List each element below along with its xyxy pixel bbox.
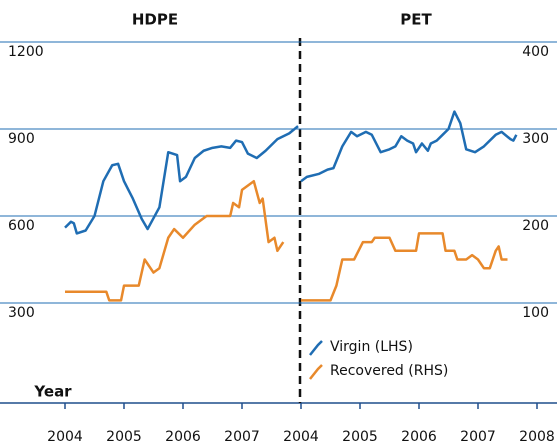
- y2-tick-label: 300: [522, 131, 549, 147]
- y-tick-label: 1200: [8, 44, 44, 60]
- panel-title: PET: [400, 11, 432, 29]
- x-tick-label: 2008: [519, 429, 555, 445]
- line-series: [65, 179, 285, 302]
- x-tick-label: 2007: [460, 429, 496, 445]
- x-tick-label: 2005: [342, 429, 378, 445]
- y2-tick-label: 200: [522, 218, 549, 234]
- x-axis-label: Year: [33, 383, 72, 401]
- line-series: [300, 110, 518, 183]
- x-tick-label: 2006: [401, 429, 437, 445]
- x-tick-label: 2005: [106, 429, 142, 445]
- y-tick-label: 300: [8, 305, 35, 321]
- panel-title: HDPE: [132, 11, 178, 29]
- y-tick-label: 900: [8, 131, 35, 147]
- line-series: [301, 232, 508, 302]
- x-tick-label: 2004: [283, 429, 319, 445]
- line-series: [64, 125, 299, 235]
- x-tick-label: 2004: [47, 429, 83, 445]
- legend-swatch: [309, 340, 323, 356]
- y2-tick-label: 100: [522, 305, 549, 321]
- x-tick-label: 2006: [165, 429, 201, 445]
- y-tick-label: 600: [8, 218, 35, 234]
- legend: Virgin (LHS) Recovered (RHS): [309, 339, 448, 380]
- y2-tick-label: 400: [522, 44, 549, 60]
- x-tick-label: 2007: [224, 429, 260, 445]
- legend-label: Recovered (RHS): [330, 363, 448, 379]
- legend-label: Virgin (LHS): [330, 339, 413, 355]
- legend-swatch: [309, 364, 323, 380]
